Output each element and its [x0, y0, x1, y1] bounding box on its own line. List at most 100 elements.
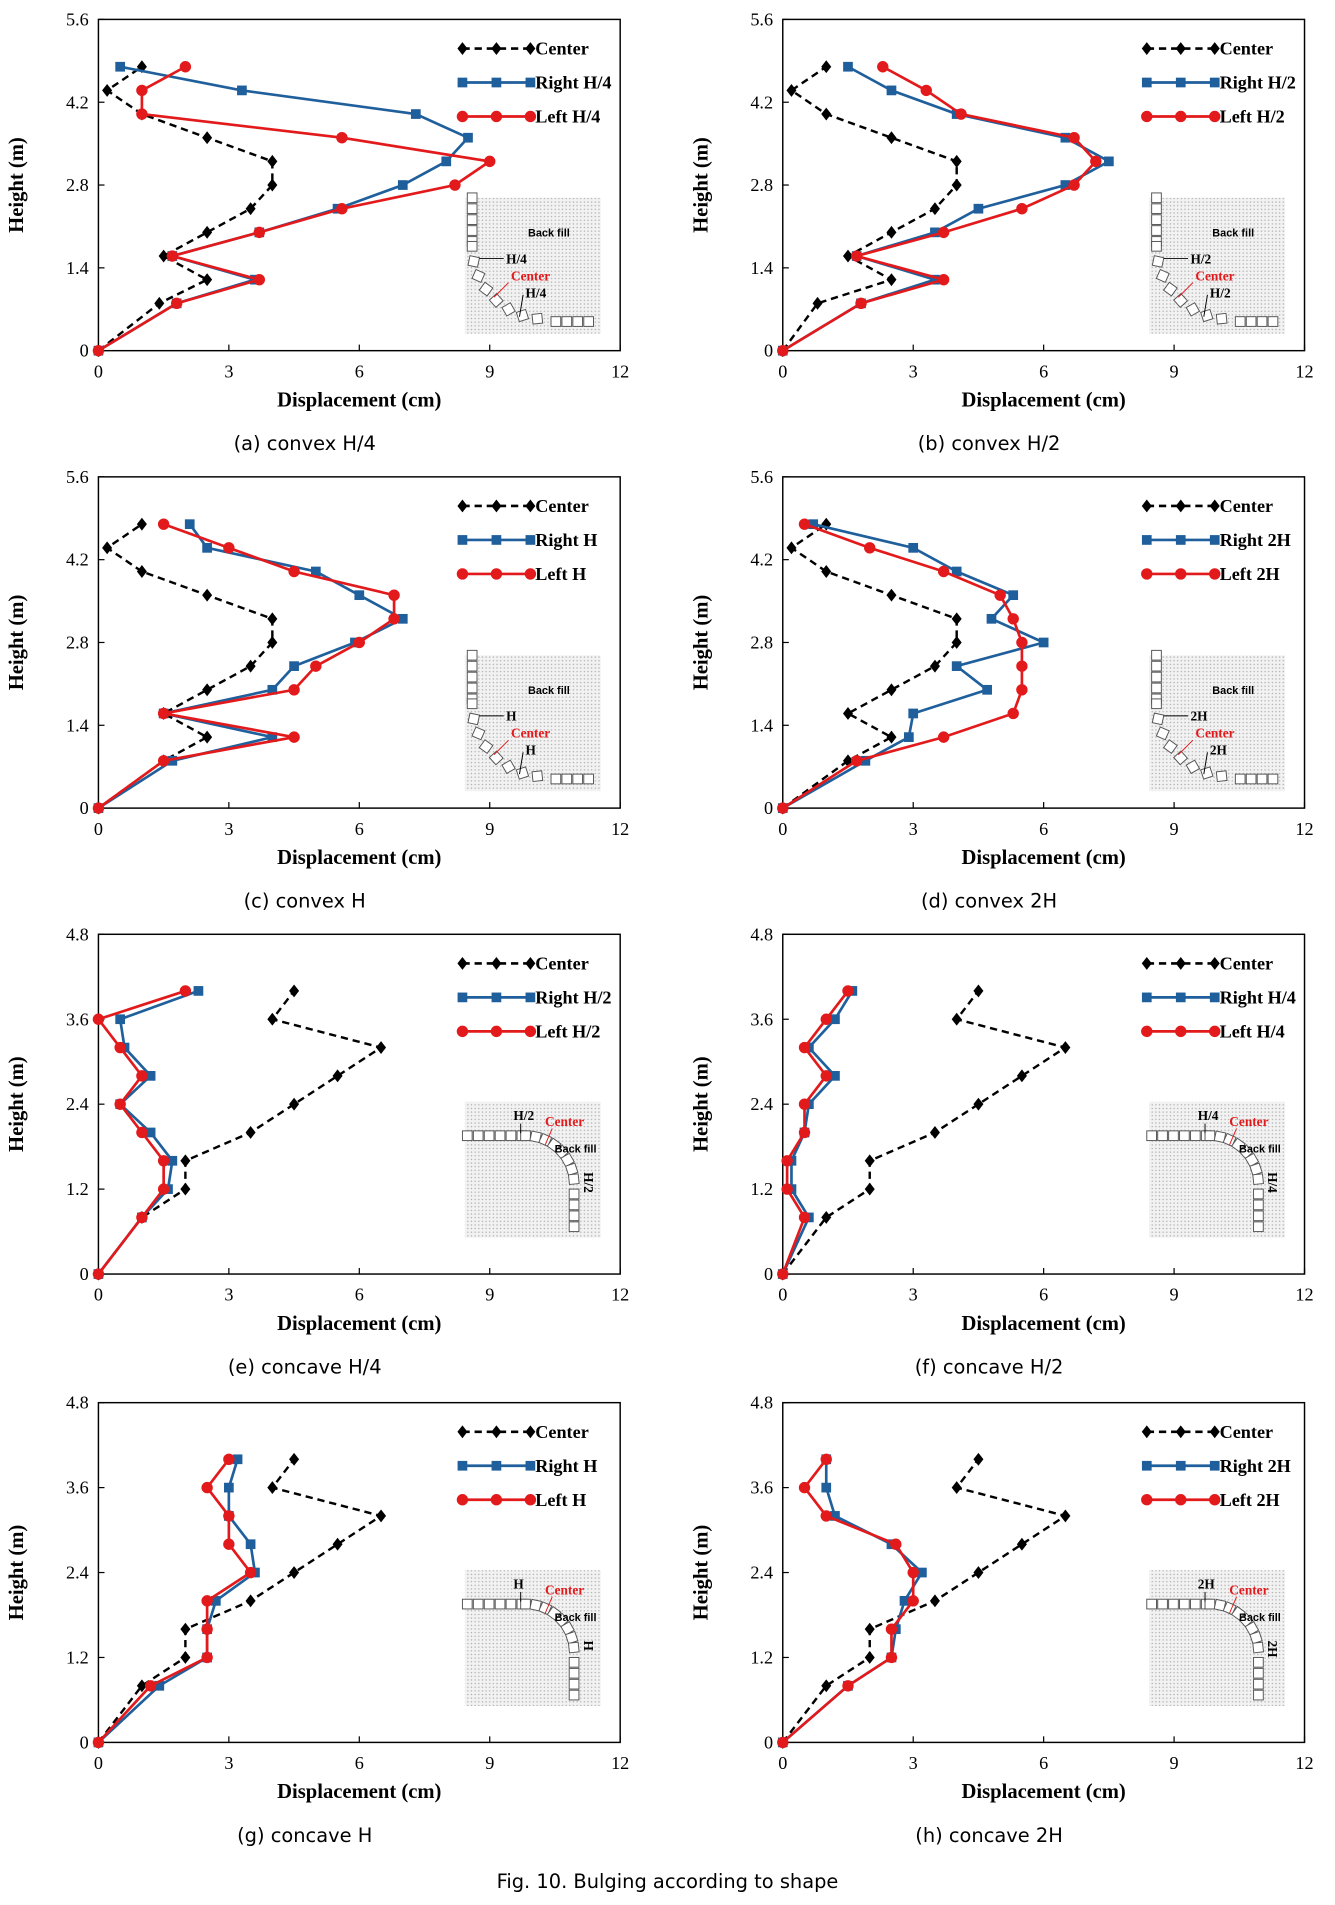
data-point [397, 180, 408, 190]
wall-block [467, 712, 481, 726]
series-line [97, 1458, 385, 1744]
y-tick-label: 2.8 [750, 175, 773, 195]
data-point [289, 1566, 300, 1579]
data-point [167, 1155, 178, 1166]
legend-marker [1209, 1494, 1221, 1506]
data-point [267, 612, 278, 626]
data-point [253, 273, 266, 286]
series-line [97, 523, 274, 810]
legend-label: Right 2H [1220, 530, 1291, 550]
inset-center-label: Center [545, 1114, 584, 1129]
data-point [136, 1126, 148, 1139]
series-line [782, 522, 1048, 810]
wall-block [501, 759, 516, 775]
x-tick-label: 9 [1170, 819, 1179, 839]
data-point [289, 661, 299, 671]
inset-arrow [518, 752, 524, 775]
wall-block [1256, 316, 1268, 327]
legend-marker [456, 110, 469, 123]
inset-backfill-label: Back fill [1212, 228, 1254, 240]
data-point [223, 1510, 235, 1522]
x-tick-label: 3 [224, 819, 233, 839]
inset-offset-label: H/4 [1198, 1108, 1219, 1123]
wall-block [466, 240, 478, 252]
wall-block [1151, 682, 1162, 694]
data-point [994, 589, 1006, 601]
series-line [782, 65, 1112, 352]
y-tick-label: 2.8 [66, 633, 89, 653]
legend-marker [1209, 535, 1220, 545]
y-axis-label: Height (m) [691, 1056, 713, 1152]
y-axis-label: Height (m) [691, 137, 713, 233]
data-point [202, 730, 213, 744]
data-point [821, 565, 832, 578]
wall-block [1249, 1630, 1263, 1645]
wall-block [1151, 192, 1162, 204]
wall-block [478, 739, 494, 755]
wall-block [494, 1130, 506, 1142]
data-point [354, 590, 365, 601]
data-point [1060, 1041, 1071, 1054]
inset-center-tick [493, 739, 509, 756]
wall-block [1253, 1689, 1264, 1701]
data-point [1016, 684, 1028, 696]
data-point [184, 519, 195, 530]
wall-block [461, 1598, 473, 1610]
legend-label: Left H [535, 1490, 586, 1510]
data-point [145, 1127, 156, 1138]
data-point [886, 225, 897, 239]
wall-block [1151, 225, 1162, 236]
data-point [812, 296, 823, 310]
data-point [224, 1482, 234, 1493]
x-tick-label: 12 [611, 1285, 629, 1305]
y-tick-label: 4.2 [750, 92, 773, 112]
legend-marker [1141, 956, 1152, 970]
legend-marker [491, 992, 502, 1003]
data-point [201, 1595, 213, 1607]
data-point [1016, 1069, 1027, 1083]
wall-block [466, 698, 478, 710]
data-point [158, 249, 169, 263]
data-point [951, 1481, 962, 1495]
data-point [907, 1566, 919, 1579]
data-point [376, 1509, 387, 1523]
data-point [157, 1155, 170, 1167]
legend-label: Center [1220, 39, 1274, 59]
wall-block [1238, 1612, 1254, 1628]
y-axis-label: Height (m) [6, 1525, 28, 1621]
data-point [820, 1453, 832, 1465]
data-point [449, 179, 461, 191]
data-point [955, 108, 967, 120]
inset-offset-label: H/2 [581, 1172, 596, 1193]
wall-block [1146, 1598, 1157, 1610]
inset-center-tick [1228, 1596, 1238, 1614]
wall-block [471, 268, 486, 283]
inset-offset-label: 2H [1198, 1576, 1216, 1591]
data-point [929, 202, 940, 216]
data-point [376, 1041, 387, 1054]
legend-marker [1175, 535, 1186, 545]
wall-block [561, 773, 573, 785]
wall-block [1234, 316, 1246, 327]
wall-block [568, 1188, 580, 1200]
legend-marker [1141, 1494, 1153, 1506]
wall-block [461, 1130, 473, 1142]
data-point [951, 1012, 962, 1026]
x-tick-label: 3 [224, 1753, 233, 1773]
wall-block [1151, 214, 1162, 225]
data-point [1016, 636, 1028, 649]
y-axis-label: Height (m) [6, 1056, 28, 1152]
data-point [821, 1482, 832, 1493]
wall-block [1151, 255, 1165, 268]
data-point [245, 1126, 256, 1139]
legend-label: Left H [535, 564, 586, 584]
y-tick-label: 0 [80, 1264, 89, 1284]
wall-block [466, 671, 478, 683]
wall-block [1213, 1598, 1227, 1612]
wall-block [531, 312, 544, 325]
x-tick-label: 0 [94, 1753, 103, 1773]
wall-block [466, 192, 478, 204]
wall-block [472, 1598, 484, 1610]
data-point [336, 132, 348, 144]
inset-backfill-label: Back fill [528, 685, 570, 697]
